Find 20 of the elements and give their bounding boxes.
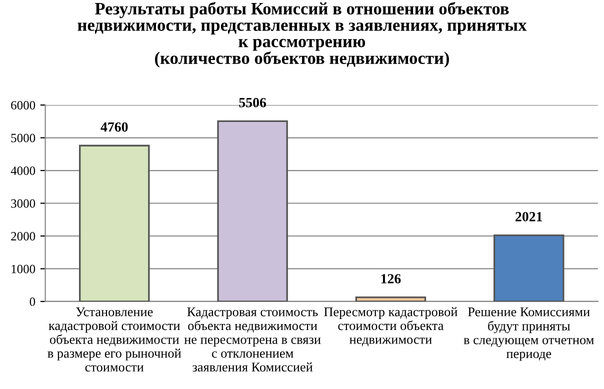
y-tick-label: 2000 [11,232,36,240]
x-tick-label: Решение Комиссиями будут приняты в следующем отчетном периоде [464,308,594,361]
chart-title: Результаты работы Комиссий в отношении объектов недвижимости, представленных в заявлениях, принятых к рассмотрению (количество объектов недвижимости) [78,2,527,68]
data-label: 4760 [100,122,128,132]
x-tick-label: Установление кадастровой стоимости объекта недвижимости в размере его рыночной стоимости [48,308,182,372]
bar [79,144,150,302]
y-tick-label: 6000 [11,101,36,110]
y-tick-label: 1000 [12,264,36,274]
data-label: 5506 [239,98,266,108]
bar [494,234,564,302]
y-tick-label: 5000 [11,134,36,142]
y-tick-label: 3000 [11,199,36,208]
y-tick-label: 4000 [10,166,36,175]
x-tick-label: Кадастровая стоимость объекта недвижимости не пересмотрена в связи с отклонением заявления Комиссией [184,308,321,372]
bar [217,120,288,302]
x-tick-label: Пересмотр кадастровой стоимости объекта недвижимости [324,307,458,346]
bar [355,296,426,302]
data-label: 126 [381,274,401,284]
data-label: 2021 [516,212,542,222]
y-tick-label: 0 [30,298,36,306]
